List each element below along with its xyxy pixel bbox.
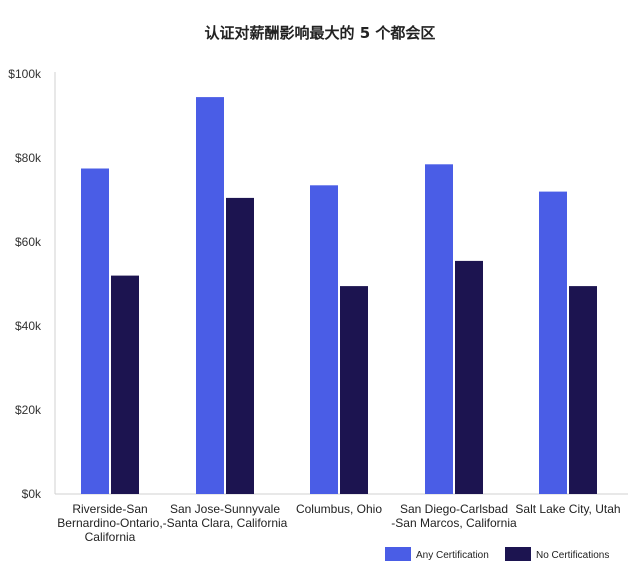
- y-tick-label: $40k: [15, 319, 42, 333]
- y-axis-ticks: $0k $20k $40k $60k $80k $100k: [8, 67, 42, 501]
- bars: [81, 97, 597, 495]
- bar-no-certifications: [226, 197, 254, 494]
- legend: Any Certification No Certifications: [385, 547, 609, 561]
- bar-no-certifications: [111, 275, 139, 494]
- x-category-label: Riverside-San: [72, 502, 147, 516]
- bar-no-certifications: [340, 286, 368, 494]
- bar-any-certification: [539, 191, 567, 494]
- y-tick-label: $20k: [15, 403, 42, 417]
- x-category-label: Bernardino-Ontario,: [57, 516, 162, 530]
- y-tick-label: $80k: [15, 151, 42, 165]
- x-category-label: -Santa Clara, California: [163, 516, 288, 530]
- legend-swatch: [505, 547, 531, 561]
- bar-any-certification: [425, 164, 453, 495]
- legend-label: No Certifications: [536, 550, 609, 561]
- legend-swatch: [385, 547, 411, 561]
- chart-title: 认证对薪酬影响最大的 5 个都会区: [205, 24, 436, 42]
- bar-any-certification: [196, 97, 224, 494]
- bar-any-certification: [310, 185, 338, 495]
- x-category-label: -San Marcos, California: [391, 516, 517, 530]
- x-category-label: California: [85, 530, 136, 544]
- y-tick-label: $100k: [8, 67, 42, 81]
- x-category-label: San Diego-Carlsbad: [400, 502, 508, 516]
- x-category-label: Salt Lake City, Utah: [515, 502, 620, 516]
- y-tick-label: $0k: [22, 487, 42, 501]
- bar-no-certifications: [569, 286, 597, 494]
- x-category-label: San Jose-Sunnyvale: [170, 502, 280, 516]
- bar-any-certification: [81, 168, 109, 494]
- y-tick-label: $60k: [15, 235, 42, 249]
- x-axis-labels: Riverside-SanBernardino-Ontario,Californ…: [57, 502, 620, 544]
- x-category-label: Columbus, Ohio: [296, 502, 382, 516]
- legend-label: Any Certification: [416, 550, 489, 561]
- bar-no-certifications: [455, 260, 483, 494]
